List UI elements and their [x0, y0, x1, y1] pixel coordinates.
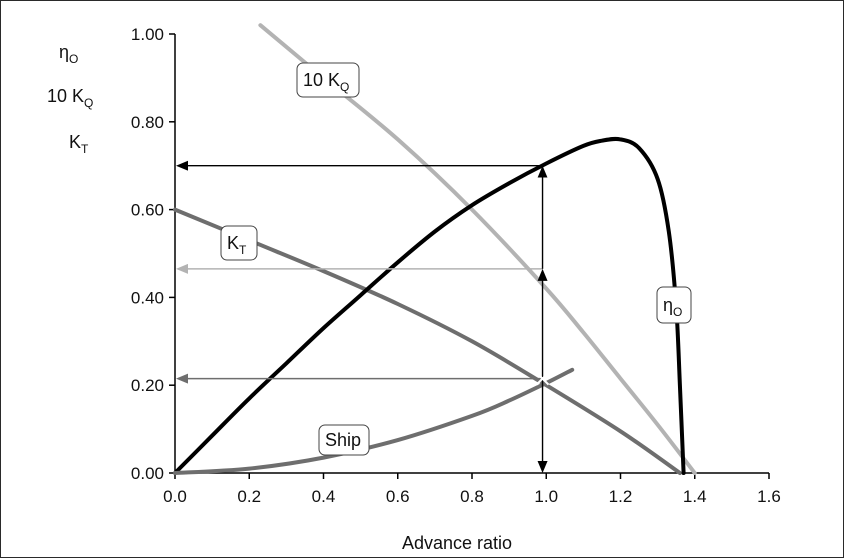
label-eta: ηO — [656, 286, 692, 324]
y-legend-eta: ηO — [59, 42, 78, 66]
tick-labels: 0.0 0.2 0.4 0.6 0.8 1.0 1.2 1.4 1.6 0.00 0.20 0.40 0… — [131, 25, 781, 506]
series-kt-curve — [173, 207, 682, 475]
label-kt-text: KT — [227, 233, 247, 257]
x-tick-label-2: 0.4 — [312, 487, 336, 506]
y-tick-label-5: 1.00 — [131, 25, 164, 44]
y-tick-label-4: 0.80 — [131, 113, 164, 132]
y-tick-label-0: 0.00 — [131, 464, 164, 483]
label-kq: 10 KQ — [296, 62, 360, 98]
x-tick-label-7: 1.4 — [683, 487, 707, 506]
y-legend-kq: 10 KQ — [47, 86, 93, 110]
x-tick-label-1: 0.2 — [237, 487, 261, 506]
x-tick-label-0: 0.0 — [163, 487, 187, 506]
x-tick-label-8: 1.6 — [757, 487, 781, 506]
label-kt: KT — [220, 225, 258, 261]
y-tick-label-1: 0.20 — [131, 376, 164, 395]
series-eta-curve — [173, 136, 686, 475]
curve-labels: 10 KQ KT ηO Ship — [220, 62, 692, 456]
x-tick-label-3: 0.6 — [386, 487, 410, 506]
label-kt-box — [220, 225, 258, 261]
x-tick-label-5: 1.0 — [534, 487, 558, 506]
label-eta-box — [656, 286, 692, 324]
x-tick-label-6: 1.2 — [609, 487, 633, 506]
label-ship: Ship — [318, 424, 370, 456]
operating-point-cross-b — [535, 371, 550, 386]
series-ship-curve — [173, 367, 575, 475]
label-eta-text: ηO — [663, 295, 682, 319]
tick-marks — [169, 33, 770, 479]
label-kq-box — [296, 62, 360, 98]
x-tick-label-4: 0.8 — [460, 487, 484, 506]
construction-lines — [176, 160, 550, 473]
label-ship-box — [318, 424, 370, 456]
label-kq-text: 10 KQ — [303, 70, 349, 94]
y-tick-label-2: 0.40 — [131, 288, 164, 307]
y-tick-label-3: 0.60 — [131, 201, 164, 220]
x-axis-title: Advance ratio — [402, 533, 512, 553]
label-ship-text: Ship — [325, 430, 361, 450]
y-legend-kt: KT — [69, 132, 89, 156]
y-axis-legend: ηO 10 KQ KT — [47, 42, 93, 156]
